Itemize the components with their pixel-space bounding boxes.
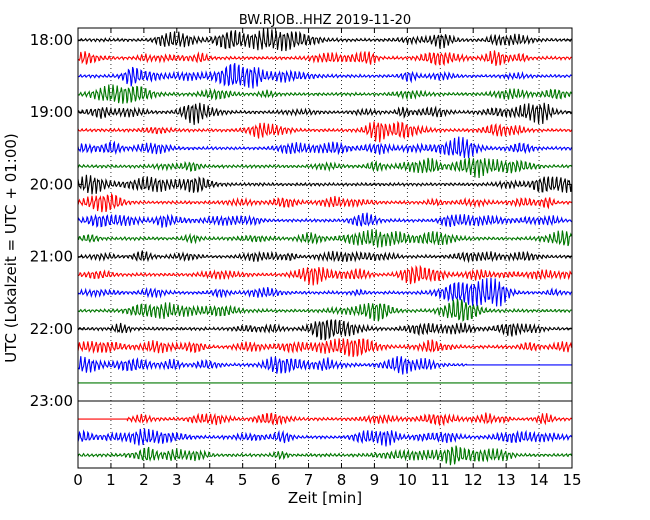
trace-2130 — [77, 277, 572, 307]
y-tick-label: 23:00 — [30, 392, 73, 410]
trace-2000 — [77, 174, 573, 195]
y-tick-label: 20:00 — [30, 175, 73, 193]
y-tick-label: 21:00 — [30, 248, 73, 266]
x-tick-label: 11 — [431, 471, 450, 489]
x-tick-label: 1 — [106, 471, 116, 489]
grid-lines — [110, 28, 540, 468]
x-axis-label: Zeit [min] — [288, 489, 362, 507]
x-tick-label: 6 — [271, 471, 281, 489]
trace-2200 — [77, 319, 572, 341]
x-tick-label: 13 — [497, 471, 516, 489]
trace-2330 — [77, 428, 572, 447]
trace-2045 — [77, 229, 573, 248]
trace-2345 — [77, 445, 573, 466]
trace-2100 — [77, 250, 572, 264]
trace-2015 — [77, 192, 572, 213]
trace-1930 — [77, 136, 573, 159]
trace-2230 — [77, 356, 572, 375]
y-axis: 18:00 19:00 20:00 21:00 22:00 23:00 — [30, 31, 572, 410]
x-tick-label: 9 — [370, 471, 380, 489]
trace-group — [77, 28, 573, 466]
trace-1815 — [77, 50, 572, 67]
trace-2145 — [78, 298, 572, 322]
trace-2115 — [77, 264, 572, 286]
trace-2315 — [78, 412, 573, 427]
trace-1830 — [77, 63, 572, 89]
x-tick-label: 12 — [464, 471, 483, 489]
y-tick-label: 18:00 — [30, 31, 73, 49]
x-tick-label: 3 — [172, 471, 182, 489]
x-tick-label: 5 — [238, 471, 248, 489]
x-tick-label: 4 — [205, 471, 215, 489]
trace-1845 — [77, 84, 572, 104]
x-tick-label: 10 — [398, 471, 417, 489]
y-tick-label: 22:00 — [30, 320, 73, 338]
x-tick-label: 15 — [562, 471, 581, 489]
y-axis-label: UTC (Lokalzeit = UTC + 01:00) — [2, 133, 20, 363]
x-tick-label: 2 — [139, 471, 149, 489]
trace-2215 — [77, 338, 573, 358]
trace-1800 — [77, 28, 572, 52]
trace-1915 — [77, 120, 572, 143]
trace-1945 — [77, 157, 572, 179]
plot-frame — [77, 27, 573, 469]
x-axis: 0 1 2 3 4 5 6 7 8 9 10 11 12 13 14 15 — [73, 28, 582, 489]
x-tick-label: 7 — [304, 471, 314, 489]
trace-2030 — [77, 212, 572, 228]
x-tick-label: 14 — [530, 471, 549, 489]
x-tick-label: 8 — [337, 471, 347, 489]
y-tick-label: 19:00 — [30, 103, 73, 121]
trace-1900 — [78, 102, 572, 125]
x-tick-label: 0 — [73, 471, 83, 489]
chart-title: BW.RJOB..HHZ 2019-11-20 — [239, 13, 411, 28]
